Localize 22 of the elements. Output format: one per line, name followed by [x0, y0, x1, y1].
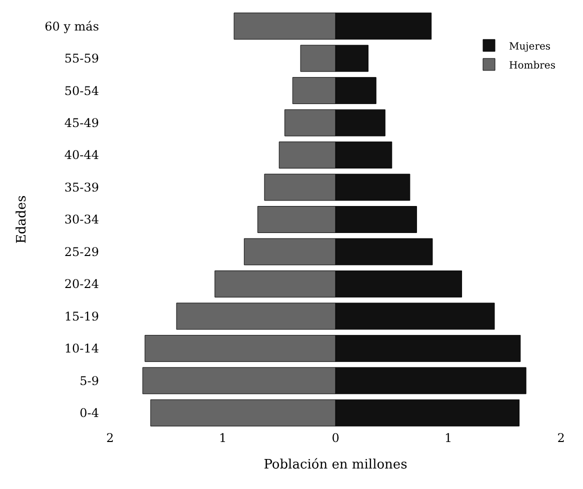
x-tick-label: 2 — [106, 431, 114, 445]
x-tick-label: 2 — [557, 431, 565, 445]
y-tick-label: 20-24 — [64, 277, 100, 292]
y-tick-label: 60 y más — [44, 19, 99, 34]
y-tick-label: 40-44 — [64, 148, 100, 162]
y-tick-label: 5-9 — [80, 374, 99, 388]
y-tick-label: 55-59 — [64, 52, 99, 66]
x-tick-label: 1 — [444, 431, 452, 445]
y-tick-label: 30-34 — [64, 212, 100, 227]
legend-label: Hombres — [509, 60, 556, 72]
x-tick-label: 1 — [218, 431, 227, 445]
y-tick-label: 50-54 — [64, 84, 100, 98]
y-axis-title: Edades — [14, 195, 30, 244]
y-tick-label: 10-14 — [64, 342, 100, 356]
y-tick-label: 35-39 — [64, 180, 99, 194]
y-tick-label: 0-4 — [80, 406, 100, 420]
y-tick-label: 15-19 — [64, 309, 99, 324]
y-tick-label: 25-29 — [64, 244, 99, 259]
x-axis-title: Población en millones — [264, 458, 408, 473]
y-tick-label: 45-49 — [64, 116, 99, 130]
legend-label: Mujeres — [509, 41, 551, 52]
x-tick-label: 0 — [332, 431, 340, 445]
